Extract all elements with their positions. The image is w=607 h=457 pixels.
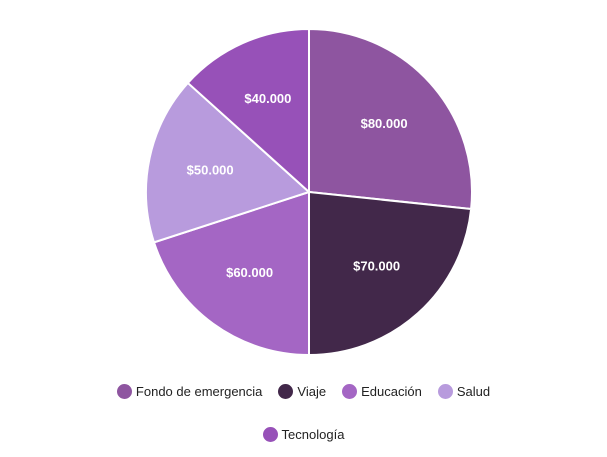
slice-value-label: $60.000 xyxy=(226,265,273,280)
legend-item[interactable]: Fondo de emergencia xyxy=(116,384,263,399)
legend-swatch xyxy=(116,384,132,399)
legend-item[interactable]: Salud xyxy=(437,384,491,399)
legend-label: Educación xyxy=(361,384,422,399)
slice-value-label: $70.000 xyxy=(353,259,400,274)
legend-swatch xyxy=(342,384,358,399)
legend-swatch xyxy=(278,384,294,399)
pie-slice-4[interactable] xyxy=(145,81,311,244)
legend-swatch xyxy=(437,384,453,399)
slice-value-label: $50.000 xyxy=(187,162,234,177)
pie-slice-3[interactable] xyxy=(152,190,310,357)
legend-item[interactable]: Tecnología xyxy=(262,427,345,442)
slice-value-label: $80.000 xyxy=(361,116,408,131)
legend-item[interactable]: Viaje xyxy=(278,384,326,399)
pie-slice-2[interactable] xyxy=(308,190,473,357)
legend: Fondo de emergencia Viaje Educación Salud Te… xyxy=(0,384,607,442)
legend-label: Viaje xyxy=(297,384,327,399)
legend-item[interactable]: Educación xyxy=(342,384,422,399)
pie-slice-5[interactable] xyxy=(186,27,310,195)
legend-swatch xyxy=(262,427,278,442)
slice-value-label: $40.000 xyxy=(244,91,291,106)
pie-slice-1[interactable] xyxy=(308,27,473,211)
legend-label: Salud xyxy=(456,384,491,399)
legend-label: Fondo de emergencia xyxy=(135,384,263,399)
legend-label: Tecnología xyxy=(281,427,345,442)
